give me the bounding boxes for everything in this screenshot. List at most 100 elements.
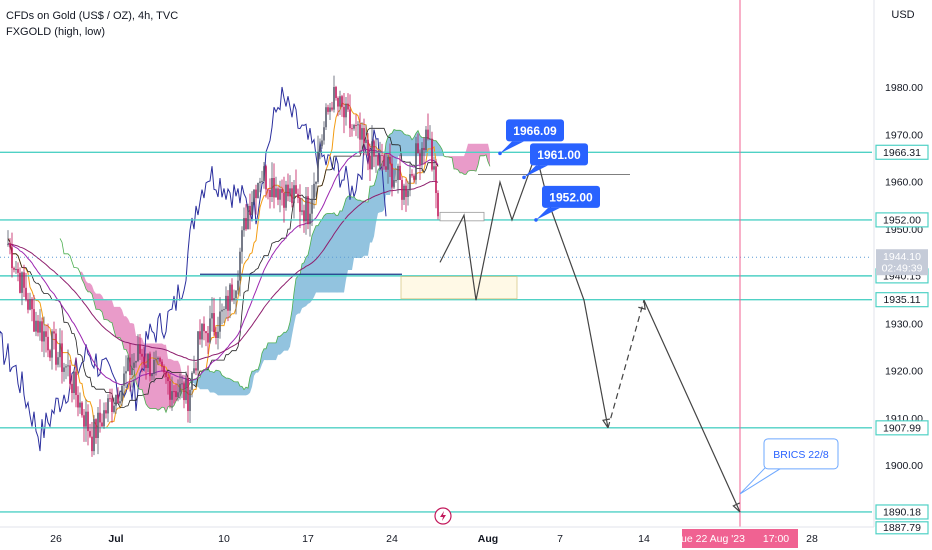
cloud-segment: [330, 213, 332, 293]
price-level-tag-label: 1907.99: [883, 422, 921, 434]
cloud-segment: [332, 212, 334, 293]
final-leg-line[interactable]: [643, 299, 741, 513]
cloud-segment: [278, 336, 280, 355]
candle-body: [269, 190, 271, 198]
current-price-tag[interactable]: [876, 249, 928, 276]
candle-body: [137, 344, 139, 362]
candle-body: [363, 128, 365, 143]
candle-body: [91, 436, 93, 452]
cloud-segment: [88, 283, 90, 292]
cloud-segment: [194, 378, 196, 387]
candle-body: [249, 205, 251, 216]
cloud-segment: [488, 143, 490, 167]
price-level-tag[interactable]: [875, 420, 929, 436]
candle-body: [315, 181, 317, 184]
cloud-segment: [338, 210, 340, 293]
callout-box[interactable]: [542, 185, 600, 208]
callout-box[interactable]: [530, 143, 588, 166]
projection-polyline[interactable]: [439, 151, 609, 428]
cloud-segment: [322, 215, 324, 293]
price-callouts: 1966.09 1961.00 1952.00 BRICS 22/8: [434, 119, 839, 525]
cloud-segment: [370, 186, 372, 243]
candle-body: [69, 365, 71, 384]
cloud-segment: [462, 156, 464, 175]
event-time-clock: 17:00: [763, 533, 789, 545]
demand-zone-box[interactable]: [400, 276, 518, 300]
cloud-segment: [484, 143, 486, 156]
callout-pointer: [500, 141, 524, 154]
cloud-segment: [326, 213, 328, 293]
candle-body: [407, 190, 409, 197]
candle-body: [389, 156, 391, 164]
indicator-title: FXGOLD (high, low): [6, 26, 106, 38]
candle-body: [267, 189, 269, 191]
candle-body: [255, 189, 257, 199]
cloud-segment: [284, 332, 286, 351]
candle-body: [145, 364, 147, 368]
cloud-segment: [320, 219, 322, 293]
event-time-tag[interactable]: [682, 529, 798, 548]
cloud-segment: [164, 344, 166, 413]
price-level-tag[interactable]: [875, 504, 929, 520]
candle-body: [37, 320, 39, 333]
candle-body: [117, 394, 119, 404]
price-level-tag[interactable]: [875, 521, 929, 535]
candle-body: [301, 210, 303, 212]
cloud-segment: [460, 156, 462, 173]
candle-body: [223, 309, 225, 311]
cloud-segment: [204, 369, 206, 390]
candle-body: [39, 321, 41, 333]
price-level-tag[interactable]: [875, 212, 929, 228]
price-level-tag-label: 1935.11: [883, 294, 920, 306]
candle-body: [285, 184, 287, 208]
candle-body: [275, 188, 277, 198]
cloud-segment: [398, 130, 400, 157]
callout-box[interactable]: [506, 119, 564, 142]
cloud-segment: [302, 262, 304, 309]
retrace-dashed-line[interactable]: [607, 300, 645, 428]
candle-body: [15, 269, 17, 271]
time-tick-label: 14: [638, 533, 650, 545]
cloud-segment: [404, 133, 406, 157]
candle-body: [411, 174, 413, 176]
candle-body: [263, 166, 265, 181]
callout-anchor-dot: [522, 175, 526, 180]
candle-body: [67, 365, 69, 367]
cloud-segment: [280, 334, 282, 355]
time-axis: 26 Jul 10 17 24 Aug 7 14 28 Tue 22 Aug '23 17:00: [0, 526, 874, 548]
candle-body: [185, 378, 187, 401]
cloud-segment: [220, 371, 222, 396]
cloud-segment: [228, 378, 230, 396]
cloud-segment: [252, 371, 254, 387]
candle-body: [153, 359, 155, 374]
candle-body: [219, 311, 221, 332]
cloud-segment: [350, 195, 352, 270]
callout-label: 1966.09: [513, 124, 557, 138]
cloud-segment: [90, 283, 92, 295]
retrace-arrowhead: [638, 300, 646, 310]
cloud-segment: [372, 185, 374, 243]
price-level-tag[interactable]: [875, 144, 929, 160]
final-leg-arrowhead: [732, 502, 741, 513]
cloud-segment: [240, 386, 242, 396]
candle-body: [339, 96, 341, 107]
cloud-segment: [246, 387, 248, 396]
cloud-segment: [130, 323, 132, 369]
candle-body: [419, 153, 421, 165]
candle-body: [77, 394, 79, 408]
cloud-segment: [236, 381, 238, 396]
candle-body: [277, 188, 279, 200]
candle-body: [403, 185, 405, 200]
candle-body: [327, 107, 329, 112]
cloud-segment: [388, 134, 390, 196]
cloud-segment: [224, 376, 226, 396]
cloud-segment: [132, 323, 134, 370]
price-level-tag[interactable]: [875, 292, 929, 308]
annotation-box[interactable]: [763, 438, 839, 470]
candle-body: [167, 377, 169, 382]
range-box[interactable]: [439, 211, 485, 222]
candle-body: [437, 192, 439, 217]
currency-button[interactable]: USD: [880, 4, 926, 26]
